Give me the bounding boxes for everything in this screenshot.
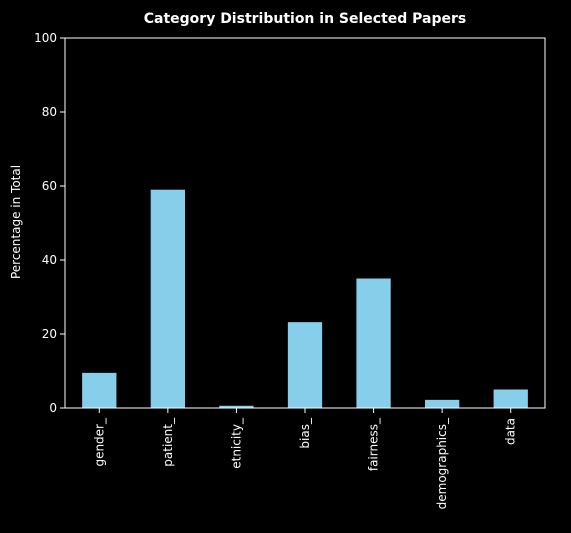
y-tick-label: 60 bbox=[42, 179, 57, 193]
bar-fairness bbox=[356, 278, 391, 408]
bar-gender bbox=[82, 372, 117, 408]
y-tick-label: 40 bbox=[42, 253, 57, 267]
bar-bias bbox=[287, 322, 323, 408]
x-tick-label: gender_ bbox=[92, 417, 106, 467]
y-tick-label: 0 bbox=[49, 401, 57, 415]
chart-title: Category Distribution in Selected Papers bbox=[144, 11, 467, 27]
x-axis-ticks: gender_ patient_ etnicity_ bias_ fairness_ de… bbox=[92, 408, 518, 509]
x-tick-label: patient_ bbox=[161, 417, 175, 467]
x-tick-label: bias_ bbox=[298, 417, 312, 449]
bars bbox=[82, 189, 528, 408]
x-tick-label: demographics_ bbox=[435, 417, 449, 509]
y-tick-label: 100 bbox=[34, 31, 57, 45]
x-tick-label: fairness_ bbox=[367, 417, 381, 471]
plot-frame bbox=[64, 37, 546, 409]
y-tick-label: 20 bbox=[42, 327, 57, 341]
y-axis-ticks: 0 20 40 60 80 100 bbox=[34, 31, 65, 415]
y-axis-label: Percentage in Total bbox=[9, 165, 23, 279]
x-tick-label: data bbox=[504, 418, 518, 445]
bar-demographics bbox=[425, 399, 460, 408]
y-tick-label: 80 bbox=[42, 105, 57, 119]
x-tick-label: etnicity_ bbox=[229, 417, 243, 469]
bar-data bbox=[493, 389, 528, 408]
bar-etnicity bbox=[219, 405, 254, 408]
bar-patient bbox=[150, 189, 185, 408]
